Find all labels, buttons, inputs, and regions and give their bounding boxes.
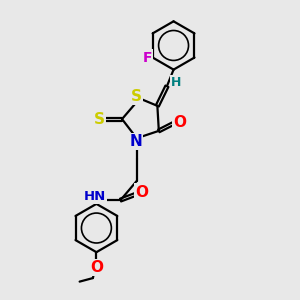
- Text: F: F: [142, 50, 152, 64]
- Text: O: O: [136, 184, 148, 200]
- Text: O: O: [90, 260, 103, 275]
- Text: S: S: [131, 88, 142, 104]
- Text: HN: HN: [84, 190, 106, 203]
- Text: H: H: [171, 76, 182, 89]
- Text: S: S: [94, 112, 105, 127]
- Text: O: O: [173, 115, 186, 130]
- Text: N: N: [129, 134, 142, 149]
